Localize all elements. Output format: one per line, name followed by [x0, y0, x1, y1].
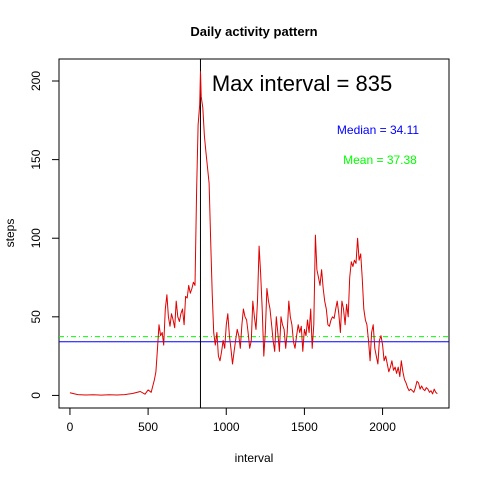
mean-annotation: Mean = 37.38	[343, 153, 417, 167]
y-tick-label: 150	[29, 149, 43, 169]
y-tick-label: 100	[29, 228, 43, 248]
x-tick-label: 2000	[369, 420, 396, 434]
x-tick-label: 500	[138, 420, 158, 434]
plot-frame	[59, 59, 449, 408]
y-tick-label: 50	[29, 310, 43, 324]
x-tick-label: 1000	[213, 420, 240, 434]
x-tick-label: 0	[67, 420, 74, 434]
median-annotation: Median = 34.11	[337, 123, 419, 137]
y-axis: 0 50 100 150 200	[29, 71, 59, 399]
x-axis: 0 500 1000 1500 2000	[67, 408, 397, 434]
y-tick-label: 0	[29, 392, 43, 399]
y-axis-label: steps	[3, 219, 17, 248]
reference-lines	[59, 59, 449, 408]
series-layer	[70, 72, 437, 396]
y-tick-label: 200	[29, 71, 43, 91]
max-interval-annotation: Max interval = 835	[212, 71, 392, 96]
steps-series-line	[70, 72, 437, 396]
x-axis-label: interval	[235, 451, 274, 465]
x-tick-label: 1500	[291, 420, 318, 434]
chart-title: Daily activity pattern	[190, 24, 317, 39]
